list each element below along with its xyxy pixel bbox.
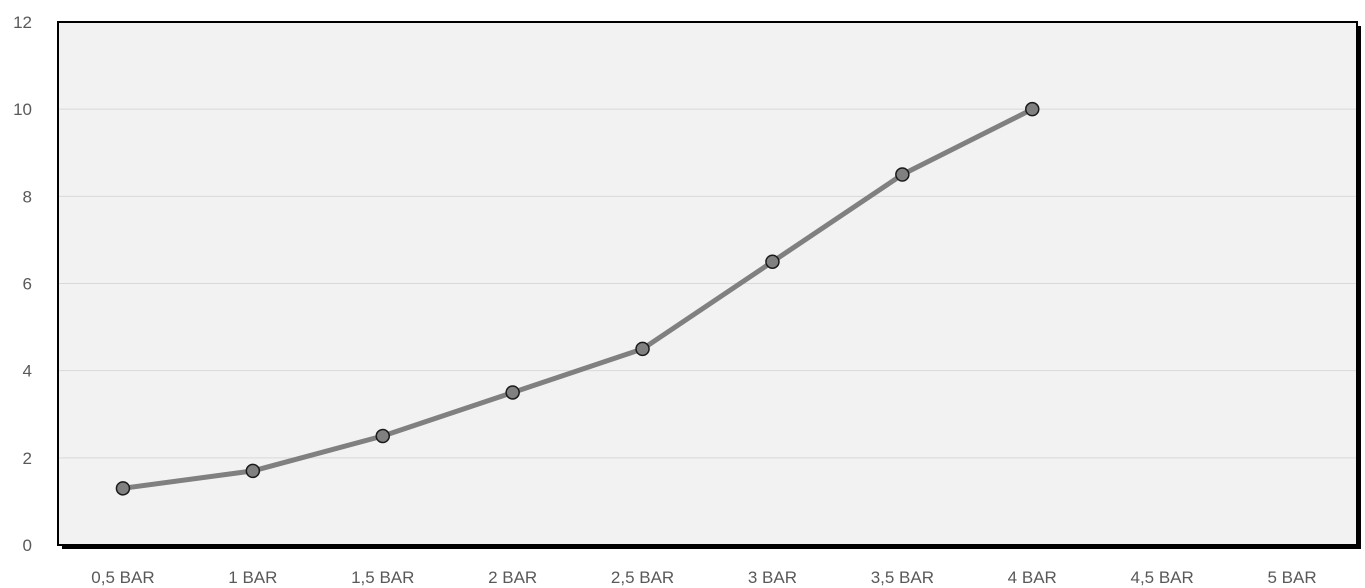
y-tick-label: 6	[23, 275, 32, 294]
data-point	[765, 254, 780, 269]
x-tick-label: 1,5 BAR	[351, 568, 414, 587]
data-point	[245, 463, 261, 479]
data-point	[1025, 101, 1040, 117]
data-point	[375, 428, 390, 444]
y-tick-label: 8	[23, 187, 32, 206]
series-line	[120, 106, 1035, 491]
x-tick-label: 4 BAR	[1008, 568, 1057, 587]
y-tick-label: 0	[23, 536, 32, 555]
data-point	[115, 481, 131, 496]
x-tick-label: 2 BAR	[488, 568, 537, 587]
y-tick-label: 4	[23, 362, 32, 381]
y-tick-label: 10	[13, 100, 32, 119]
x-tick-label: 0,5 BAR	[91, 568, 154, 587]
x-tick-label: 1 BAR	[228, 568, 277, 587]
x-tick-label: 3,5 BAR	[871, 568, 934, 587]
y-tick-label: 2	[23, 449, 32, 468]
x-tick-label: 4,5 BAR	[1130, 568, 1193, 587]
plot-frame	[57, 21, 1358, 546]
data-point	[635, 341, 650, 357]
data-point	[895, 167, 910, 182]
x-tick-label: 5 BAR	[1267, 568, 1316, 587]
data-point	[505, 385, 520, 400]
x-tick-label: 2,5 BAR	[611, 568, 674, 587]
y-tick-label: 12	[13, 13, 32, 32]
x-tick-label: 3 BAR	[748, 568, 797, 587]
